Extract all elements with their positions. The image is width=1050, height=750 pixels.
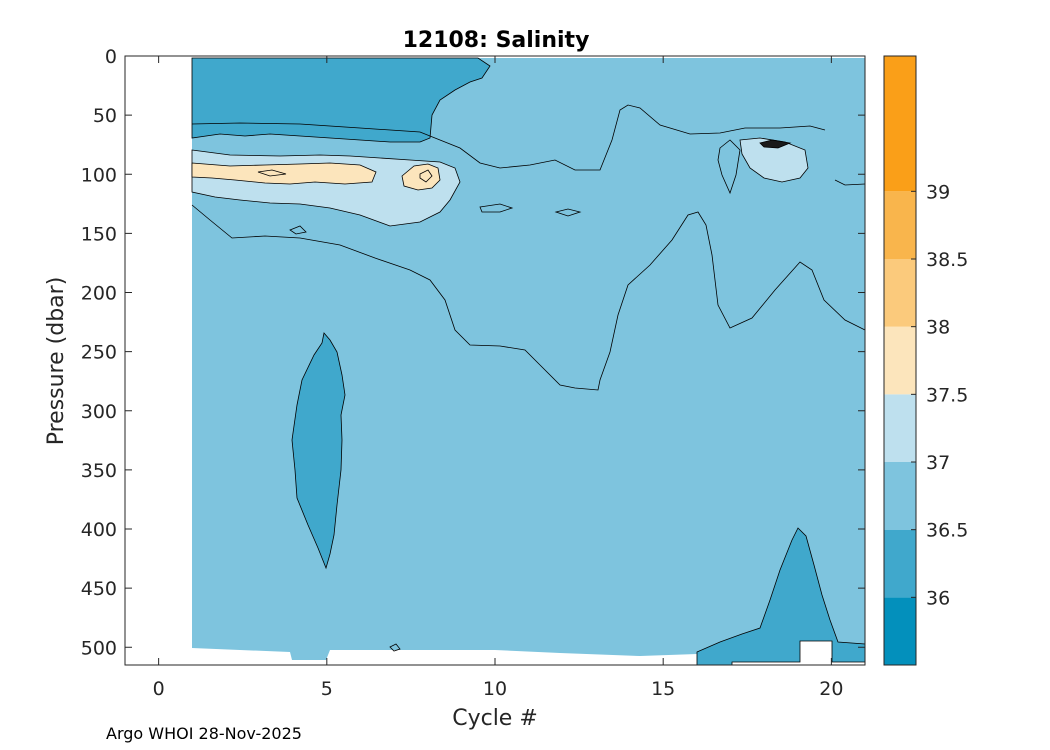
y-tick-label: 200 [81,283,117,305]
colorbar-tick-label: 36 [926,587,950,609]
colorbar-tick-label: 38 [926,317,950,339]
contour-line-upper [191,104,826,171]
y-axis-label: Pressure (dbar) [44,277,69,446]
colorbar-tick-label: 39 [926,181,950,203]
contour-region-salty-core-inner [419,169,433,183]
contour-region-salty-core-2 [401,163,441,191]
y-tick-label: 100 [81,164,117,186]
colorbar-segment [884,597,916,665]
y-tick-label: 300 [81,401,117,423]
contour-line-salty-core-fold [257,169,287,177]
colorbar-segment [884,394,916,462]
x-tick-label: 20 [819,678,843,700]
y-tick-label: 250 [81,342,117,364]
contour-line-small-5 [389,643,401,652]
chart-title: 12108: Salinity [403,28,590,53]
footer-credit: Argo WHOI 28-Nov-2025 [106,724,302,743]
contour-region-fresh-intrusion [696,527,866,666]
colorbar-segment [884,191,916,259]
y-tick-label: 500 [81,637,117,659]
contour-line-salty-patch-inner [759,139,792,149]
y-tick-label: 400 [81,519,117,541]
y-tick-label: 0 [105,46,117,68]
contour-line-small-4 [289,225,307,235]
colorbar-tick-label: 38.5 [926,249,968,271]
contour-region-fresh-lens [291,332,346,570]
colorbar-segment [884,56,916,192]
colorbar-segment [884,462,916,530]
y-tick-label: 450 [81,578,117,600]
y-tick-label: 350 [81,460,117,482]
colorbar-frame [883,55,917,666]
y-tick-label: 150 [81,223,117,245]
contour-line-small-1 [479,203,514,213]
x-tick-label: 5 [321,678,333,700]
colorbar-tick-label: 37 [926,452,950,474]
y-axis: 0 50 100 150 200 250 300 350 400 450 500 [81,46,865,659]
contour-line-small-2 [554,208,582,217]
contour-line-small-3 [717,139,741,195]
colorbar-segment [884,326,916,395]
x-axis-label: Cycle # [452,706,538,731]
colorbar: 36 36.5 37 37.5 38 38.5 39 [883,55,968,666]
contour-line-main [191,204,866,391]
colorbar-tick-label: 37.5 [926,384,968,406]
x-axis: 0 5 10 15 20 [153,56,843,700]
x-tick-label: 15 [651,678,675,700]
y-tick-label: 50 [93,105,117,127]
colorbar-tick-label: 36.5 [926,520,968,542]
plot-area: 0 5 10 15 20 0 50 100 150 200 250 300 350 400 450 500 [81,46,866,700]
colorbar-segment [884,529,916,598]
contour-line-edge-right [834,179,866,186]
colorbar-segment [884,259,916,327]
x-tick-label: 0 [153,678,165,700]
x-tick-label: 10 [483,678,507,700]
contour-region-surface-fresh [191,57,491,143]
